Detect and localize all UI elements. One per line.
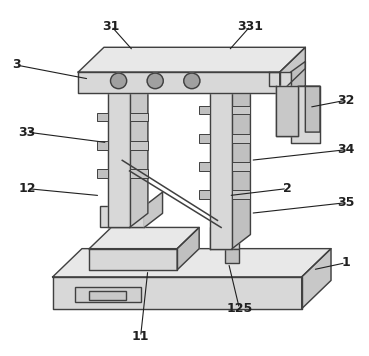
Text: 35: 35 <box>337 196 354 209</box>
Polygon shape <box>302 248 331 309</box>
Text: 3: 3 <box>12 58 20 72</box>
Bar <box>89 291 126 300</box>
Polygon shape <box>53 248 331 277</box>
Polygon shape <box>89 227 199 248</box>
Bar <box>225 248 239 263</box>
Polygon shape <box>130 58 148 227</box>
Circle shape <box>147 73 163 89</box>
Polygon shape <box>269 72 320 143</box>
Polygon shape <box>144 192 162 227</box>
Text: 11: 11 <box>132 330 149 344</box>
Text: 2: 2 <box>283 182 292 195</box>
Bar <box>199 162 210 171</box>
Bar <box>97 112 108 121</box>
Bar <box>232 162 251 171</box>
Bar <box>97 169 108 178</box>
Bar <box>232 106 251 114</box>
Text: 1: 1 <box>341 256 350 269</box>
Polygon shape <box>108 72 130 227</box>
Text: 331: 331 <box>237 20 263 33</box>
Polygon shape <box>78 72 280 93</box>
Polygon shape <box>280 47 306 93</box>
Circle shape <box>111 73 127 89</box>
Bar <box>130 169 148 178</box>
Polygon shape <box>89 248 177 270</box>
Polygon shape <box>276 86 298 136</box>
Text: 32: 32 <box>337 94 354 107</box>
Bar <box>210 227 239 248</box>
Bar <box>100 206 144 227</box>
Polygon shape <box>177 227 199 270</box>
Text: 31: 31 <box>103 20 120 33</box>
Circle shape <box>184 73 200 89</box>
Bar <box>130 141 148 150</box>
Bar <box>130 84 148 93</box>
Bar <box>75 288 141 302</box>
Bar <box>199 134 210 143</box>
Polygon shape <box>291 62 320 132</box>
Polygon shape <box>210 79 232 248</box>
Polygon shape <box>78 47 306 72</box>
Text: 34: 34 <box>337 143 354 156</box>
Bar <box>97 141 108 150</box>
Bar <box>199 106 210 114</box>
Text: 33: 33 <box>18 126 36 138</box>
Polygon shape <box>53 277 302 309</box>
Bar <box>97 84 108 93</box>
Text: 12: 12 <box>18 182 36 195</box>
Polygon shape <box>232 65 251 248</box>
Bar <box>232 190 251 199</box>
Bar <box>232 134 251 143</box>
Bar <box>130 112 148 121</box>
Text: 125: 125 <box>226 302 252 315</box>
Bar <box>199 190 210 199</box>
